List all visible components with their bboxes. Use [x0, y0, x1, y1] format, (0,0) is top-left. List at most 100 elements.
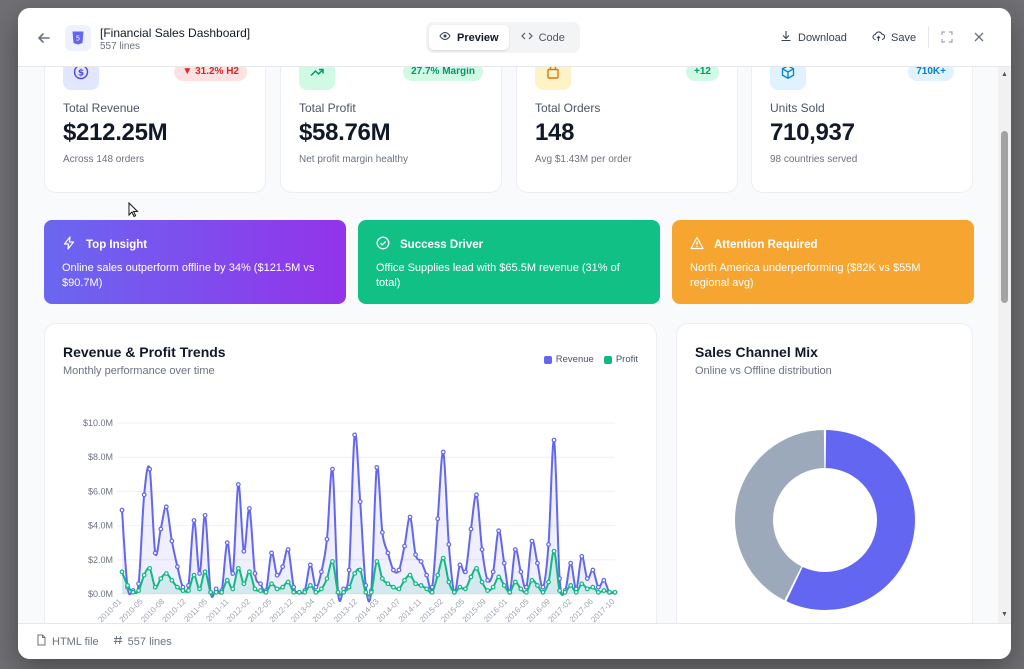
- data-point-revenue: [352, 432, 358, 438]
- sales-channel-panel: Sales Channel Mix Online vs Offline dist…: [676, 323, 973, 623]
- data-point-revenue: [319, 569, 324, 575]
- x-tick-label: 2017-10: [589, 597, 617, 623]
- stat-label: Units Sold: [770, 101, 825, 115]
- insight-card-attention: Attention Required North America underpe…: [672, 220, 974, 304]
- data-point-profit: [584, 586, 590, 592]
- data-point-revenue: [307, 562, 313, 568]
- data-point-profit: [296, 589, 302, 595]
- data-point-profit: [280, 584, 286, 590]
- stat-subtext: Avg $1.43M per order: [535, 154, 632, 165]
- insight-body: Online sales outperform offline by 34% (…: [62, 262, 315, 289]
- data-point-revenue: [474, 492, 479, 498]
- tab-preview[interactable]: Preview: [429, 25, 509, 50]
- data-point-revenue: [313, 584, 319, 590]
- tab-code[interactable]: Code: [511, 25, 575, 50]
- preview-frame: $ ▼ 31.2% H2 Total Revenue $212.25M Acro…: [18, 67, 1011, 623]
- insight-body: Office Supplies lead with $65.5M revenue…: [376, 262, 620, 289]
- scrollbar[interactable]: ▲ ▼: [998, 67, 1011, 623]
- data-point-profit: [335, 589, 341, 595]
- data-point-revenue: [396, 567, 402, 573]
- legend-swatch: [543, 355, 552, 364]
- close-icon[interactable]: [971, 29, 987, 45]
- donut-slice-online: [786, 430, 915, 610]
- data-point-profit: [241, 581, 247, 587]
- data-point-profit: [485, 588, 490, 593]
- data-point-profit: [501, 583, 507, 588]
- data-point-profit: [307, 583, 313, 588]
- data-point-profit: [607, 589, 612, 595]
- data-point-profit: [474, 565, 479, 571]
- insight-card-top: Top Insight Online sales outperform offl…: [44, 220, 346, 304]
- data-point-profit: [269, 581, 274, 587]
- series-area-revenue: [122, 433, 615, 602]
- stat-label: Total Revenue: [63, 101, 140, 115]
- data-point-revenue: [518, 569, 524, 575]
- legend-item-revenue[interactable]: Revenue: [543, 354, 594, 365]
- data-point-revenue: [485, 577, 490, 583]
- data-point-profit: [169, 577, 175, 583]
- data-point-revenue: [424, 572, 430, 578]
- data-point-profit: [219, 589, 225, 595]
- data-point-revenue: [169, 538, 175, 544]
- scroll-down-arrow-icon[interactable]: ▼: [1001, 611, 1008, 618]
- data-point-revenue: [241, 548, 247, 554]
- data-point-profit: [357, 567, 363, 573]
- donut-slice-offline: [735, 430, 825, 601]
- data-point-profit: [573, 589, 579, 595]
- modal-header: 5 [Financial Sales Dashboard] 557 lines …: [18, 8, 1011, 67]
- data-point-revenue: [285, 547, 291, 552]
- status-badge: +12: [686, 67, 719, 81]
- status-badge: 27.7% Margin: [403, 67, 483, 81]
- data-point-revenue: [535, 560, 540, 566]
- legend-item-profit[interactable]: Profit: [603, 354, 638, 365]
- preview-modal: 5 [Financial Sales Dashboard] 557 lines …: [18, 8, 1011, 659]
- save-button[interactable]: Save: [872, 30, 916, 45]
- panel-title: Sales Channel Mix: [695, 344, 818, 360]
- fullscreen-icon[interactable]: [939, 29, 955, 45]
- back-arrow-icon[interactable]: [34, 28, 54, 48]
- scroll-up-arrow-icon[interactable]: ▲: [1001, 71, 1008, 78]
- data-point-revenue: [324, 536, 330, 542]
- data-point-revenue: [529, 538, 535, 544]
- revenue-profit-line-chart: $0.0M$2.0M$4.0M$6.0M$8.0M$10.0M2010-0120…: [83, 418, 618, 623]
- data-point-revenue: [269, 550, 274, 556]
- lightning-icon: [62, 236, 76, 253]
- legend-swatch: [603, 355, 612, 364]
- data-point-revenue: [512, 547, 518, 552]
- data-point-profit: [247, 569, 252, 575]
- revenue-trend-panel: Revenue & Profit Trends Monthly performa…: [44, 323, 657, 623]
- panel-subtitle: Monthly performance over time: [63, 365, 215, 377]
- legend-label: Profit: [615, 354, 638, 365]
- legend-label: Revenue: [555, 354, 594, 365]
- stat-card-orders: +12 Total Orders 148 Avg $1.43M per orde…: [516, 67, 738, 193]
- data-point-revenue: [457, 562, 463, 568]
- y-tick-label: $10.0M: [83, 418, 113, 428]
- data-point-profit: [523, 589, 529, 595]
- data-point-profit: [197, 586, 202, 592]
- data-point-profit: [379, 576, 385, 582]
- data-point-revenue: [158, 526, 164, 532]
- stat-value: $58.76M: [299, 119, 391, 146]
- file-type-label: HTML file: [52, 635, 99, 648]
- data-point-profit: [413, 581, 418, 587]
- data-point-profit: [551, 548, 557, 554]
- box-icon: [770, 67, 806, 90]
- data-point-profit: [136, 588, 142, 593]
- shopping-bag-icon: [535, 67, 571, 90]
- data-point-profit: [141, 572, 147, 578]
- modal-footer: HTML file 557 lines: [18, 623, 1011, 659]
- data-point-profit: [186, 588, 191, 593]
- file-type-info: HTML file: [36, 634, 99, 649]
- scroll-thumb[interactable]: [1001, 131, 1008, 303]
- data-point-profit: [213, 589, 219, 595]
- stat-card-units: 710K+ Units Sold 710,937 98 countries se…: [751, 67, 973, 193]
- data-point-revenue: [413, 552, 418, 558]
- data-point-revenue: [280, 564, 286, 570]
- y-tick-label: $8.0M: [88, 452, 113, 462]
- file-line-count: 557 lines: [100, 41, 141, 52]
- stat-subtext: Across 148 orders: [63, 154, 145, 165]
- download-button[interactable]: Download: [780, 30, 847, 45]
- data-point-profit: [274, 586, 280, 592]
- data-point-profit: [479, 579, 485, 585]
- download-label: Download: [798, 31, 847, 44]
